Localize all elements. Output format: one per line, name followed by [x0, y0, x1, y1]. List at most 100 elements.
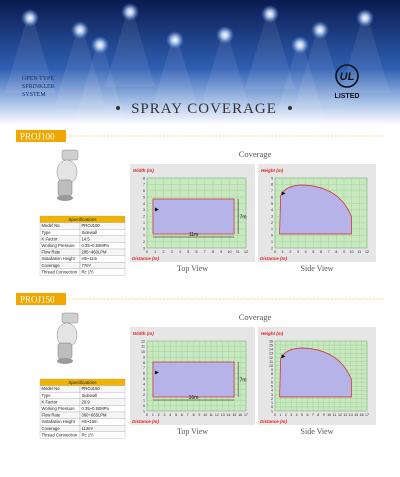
y-tick-label: 3	[143, 208, 145, 212]
x-tick-label: 6	[306, 413, 308, 417]
y-tick-label: 7	[143, 183, 145, 187]
x-tick-label: 4	[179, 250, 181, 254]
y-tick-label: 15	[269, 343, 273, 347]
spec-value: 77m²	[82, 263, 92, 268]
y-tick-label: 4	[143, 382, 145, 386]
y-tick-label: 8	[271, 183, 273, 187]
ul-mark: UL	[340, 71, 355, 83]
coverage-area	[152, 361, 235, 398]
x-tick-label: 16	[360, 413, 364, 417]
y-tick-label: 1	[271, 409, 273, 413]
title-dot	[288, 106, 292, 110]
y-tick-label: 0	[271, 405, 273, 409]
spotlight	[311, 21, 329, 39]
x-tick-label: 5	[301, 413, 303, 417]
y-tick-label: 9	[143, 355, 145, 359]
product-part	[61, 149, 79, 161]
x-tick-label: 17	[244, 413, 248, 417]
product-part	[57, 358, 73, 364]
x-tick-label: 8	[212, 250, 214, 254]
product-part	[57, 195, 73, 201]
spotlight	[71, 21, 89, 39]
view-caption: Top View	[177, 264, 208, 273]
beam	[5, 18, 55, 93]
axis-label: Width (m)	[133, 168, 154, 173]
section-tab	[16, 293, 66, 305]
x-tick-label: 2	[289, 250, 291, 254]
y-tick-label: 2	[271, 221, 273, 225]
x-tick-label: 0	[274, 413, 276, 417]
dim-note: 11m	[189, 232, 198, 238]
y-tick-label: 5	[271, 202, 273, 206]
y-tick-label: 7	[271, 189, 273, 193]
nozzle-marker	[281, 354, 286, 359]
coverage-label: Coverage	[239, 312, 272, 322]
beam	[245, 14, 295, 89]
axis-label: Distance (m)	[132, 256, 160, 261]
x-tick-label: 10	[228, 250, 232, 254]
x-tick-label: 15	[232, 413, 236, 417]
spec-value: 20.9	[82, 399, 91, 404]
beam	[200, 35, 250, 110]
x-tick-label: 9	[220, 250, 222, 254]
ul-text: LISTED	[335, 93, 360, 100]
dim-note: 7m	[240, 378, 247, 384]
beam	[340, 18, 390, 93]
y-tick-label: 11	[141, 345, 145, 349]
x-tick-label: 14	[349, 413, 353, 417]
y-tick-label: 2	[143, 393, 145, 397]
beam	[105, 12, 155, 87]
spec-value: 14.5	[82, 236, 91, 241]
spec-value: PROJ150	[82, 386, 101, 391]
x-tick-label: 1	[282, 250, 284, 254]
x-tick-label: 4	[305, 250, 307, 254]
beam	[295, 30, 345, 105]
ul-logo: UL LISTED	[335, 64, 360, 100]
axis-label: Distance (m)	[260, 256, 288, 261]
brand-line: SYSTEM	[22, 92, 46, 98]
y-tick-label: 6	[143, 372, 145, 376]
y-tick-label: 2	[143, 214, 145, 218]
spec-key: Installation Height	[42, 256, 76, 261]
ul-circle	[335, 64, 359, 88]
x-tick-label: 9	[343, 250, 345, 254]
x-tick-label: 7	[187, 413, 189, 417]
y-tick-label: 1	[143, 399, 145, 403]
x-tick-label: 10	[203, 413, 207, 417]
x-tick-label: 5	[175, 413, 177, 417]
y-tick-label: 5	[143, 195, 145, 199]
dim-note: 16m	[189, 395, 199, 401]
y-tick-label: 3	[143, 246, 145, 250]
x-tick-label: 7	[328, 250, 330, 254]
spec-key: Model No.	[42, 386, 61, 391]
spec-value: H5~11m	[82, 256, 98, 261]
y-tick-label: 1	[143, 234, 145, 238]
brand-line: SPRINKLER	[22, 84, 55, 90]
spec-value: PROJ100	[82, 223, 101, 228]
x-tick-label: 2	[158, 413, 160, 417]
view-caption: Side View	[301, 264, 334, 273]
section-label: PROJ150	[20, 295, 55, 305]
spec-key: Installation Height	[42, 419, 76, 424]
spec-key: Thread Connection	[42, 269, 78, 274]
spec-value: Sidewall	[82, 230, 98, 235]
y-tick-label: 1	[271, 227, 273, 231]
x-tick-label: 8	[193, 413, 195, 417]
y-tick-label: 1	[143, 409, 145, 413]
y-tick-label: 8	[271, 372, 273, 376]
x-tick-label: 16	[238, 413, 242, 417]
y-tick-label: 3	[143, 388, 145, 392]
y-tick-label: 6	[271, 195, 273, 199]
section-tab	[16, 130, 66, 142]
spec-value: Rc 1½	[82, 269, 95, 274]
axis-label: Distance (m)	[132, 419, 160, 424]
y-tick-label: 13	[269, 352, 273, 356]
x-tick-label: 9	[323, 413, 325, 417]
y-tick-label: 7	[143, 366, 145, 370]
y-tick-label: 1	[271, 401, 273, 405]
y-tick-label: 9	[271, 368, 273, 372]
x-tick-label: 15	[354, 413, 358, 417]
beam	[150, 40, 200, 115]
spec-value: 285~460LPM	[82, 250, 108, 255]
x-tick-label: 13	[343, 413, 347, 417]
